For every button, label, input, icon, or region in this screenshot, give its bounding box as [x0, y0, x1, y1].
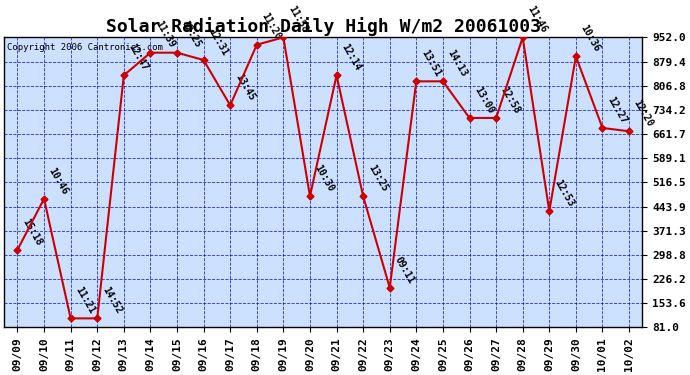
Text: 11:46: 11:46 [526, 4, 549, 34]
Text: 12:31: 12:31 [206, 27, 230, 57]
Text: 11:20: 11:20 [259, 12, 283, 42]
Text: 12:58: 12:58 [499, 85, 522, 115]
Text: 13:51: 13:51 [419, 48, 442, 78]
Text: 12:47: 12:47 [126, 42, 150, 72]
Text: 11:58: 11:58 [286, 4, 310, 34]
Text: 14:52: 14:52 [100, 285, 124, 316]
Text: 10:36: 10:36 [579, 23, 602, 54]
Text: 13:25: 13:25 [366, 163, 389, 194]
Text: 14:13: 14:13 [446, 48, 469, 78]
Text: 13:45: 13:45 [233, 72, 256, 102]
Text: 12:25: 12:25 [180, 20, 203, 50]
Text: 10:46: 10:46 [47, 166, 70, 196]
Text: 11:39: 11:39 [153, 20, 177, 50]
Text: 12:14: 12:14 [339, 42, 363, 72]
Text: 13:00: 13:00 [472, 85, 495, 115]
Text: 09:11: 09:11 [393, 255, 416, 285]
Text: Copyright 2006 Cantronics.com: Copyright 2006 Cantronics.com [8, 43, 164, 52]
Text: 12:20: 12:20 [632, 98, 656, 129]
Text: 12:27: 12:27 [605, 95, 629, 125]
Text: 12:53: 12:53 [552, 178, 575, 209]
Text: 10:30: 10:30 [313, 163, 336, 194]
Text: 11:21: 11:21 [73, 285, 97, 316]
Text: 15:18: 15:18 [20, 217, 43, 247]
Title: Solar Radiation Daily High W/m2 20061003: Solar Radiation Daily High W/m2 20061003 [106, 17, 541, 36]
